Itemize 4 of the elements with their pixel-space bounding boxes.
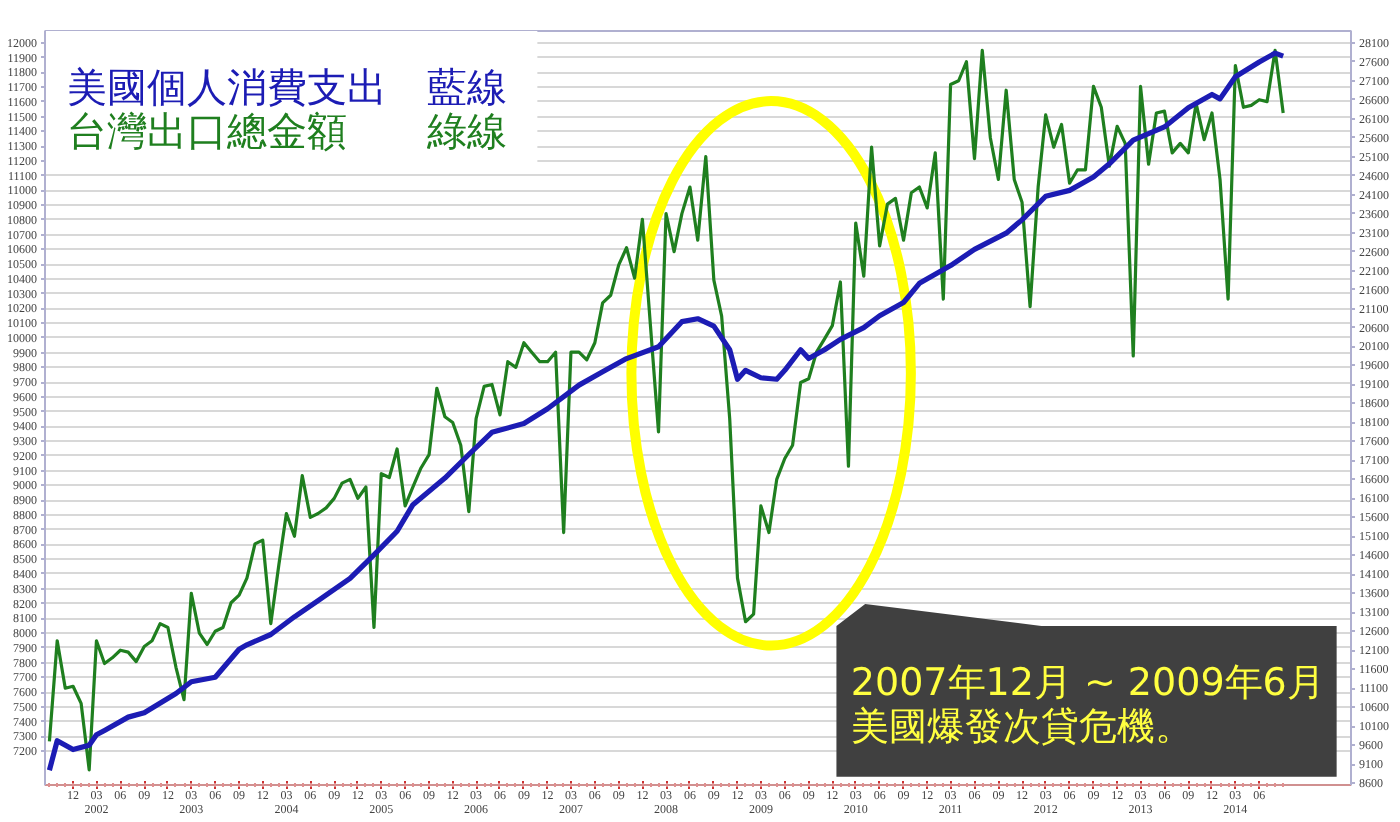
annotation: 2007年12月 ~ 2009年6月 [850,661,1325,706]
text: 台灣出口總金額 綠線 [67,106,508,155]
annotation: 美國爆發次貸危機。 [850,704,1193,749]
text: 美國個人消費支出 藍線 [67,62,508,111]
